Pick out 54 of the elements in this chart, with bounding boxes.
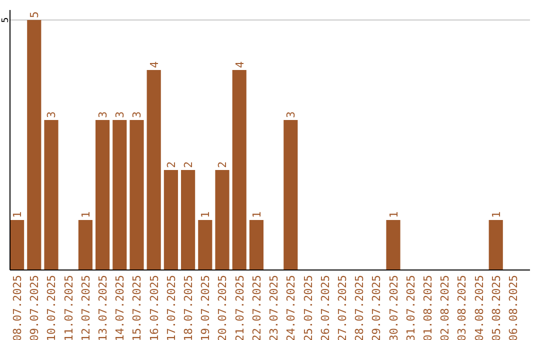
bar — [249, 220, 264, 270]
bar — [10, 220, 24, 270]
x-tick-label: 14.07.2025 — [114, 275, 127, 340]
data-label: 2 — [164, 161, 178, 168]
data-label: 2 — [216, 161, 230, 168]
x-tick-label: 21.07.2025 — [233, 275, 246, 340]
bar — [146, 70, 161, 270]
bar — [44, 120, 58, 270]
x-tick-label: 15.07.2025 — [130, 275, 144, 340]
x-tick-label: 16.07.2025 — [148, 275, 161, 340]
x-tick-label: 20.07.2025 — [216, 275, 230, 340]
data-label: 3 — [284, 111, 298, 118]
data-label: 1 — [79, 211, 92, 218]
data-label: 4 — [148, 61, 161, 68]
data-label: 4 — [233, 61, 246, 68]
x-tick-label: 29.07.2025 — [370, 275, 384, 340]
bar — [27, 20, 42, 270]
x-tick-label: 10.07.2025 — [45, 275, 58, 340]
x-tick-label: 23.07.2025 — [268, 275, 281, 340]
x-tick-label: 17.07.2025 — [164, 275, 178, 340]
bar — [232, 70, 246, 270]
x-tick-label: 11.07.2025 — [62, 275, 76, 340]
x-tick-label: 12.07.2025 — [79, 275, 92, 340]
x-tick-label: 28.07.2025 — [353, 275, 366, 340]
x-tick-label: 25.07.2025 — [302, 275, 315, 340]
data-label: 3 — [45, 111, 58, 118]
data-label: 1 — [199, 211, 212, 218]
x-tick-label: 19.07.2025 — [199, 275, 212, 340]
x-tick-label: 22.07.2025 — [250, 275, 264, 340]
bar — [181, 170, 196, 270]
bar — [215, 170, 230, 270]
bar — [164, 170, 178, 270]
data-label: 3 — [114, 111, 127, 118]
data-label: 5 — [28, 11, 42, 18]
data-label: 1 — [250, 211, 264, 218]
data-label: 1 — [11, 211, 24, 218]
x-tick-label: 27.07.2025 — [336, 275, 349, 340]
bar — [78, 220, 92, 270]
bar — [386, 220, 400, 270]
data-label: 1 — [387, 211, 400, 218]
data-label: 2 — [182, 161, 196, 168]
bar — [96, 120, 110, 270]
bar — [198, 220, 212, 270]
x-tick-label: 13.07.2025 — [96, 275, 110, 340]
x-tick-label: 18.07.2025 — [182, 275, 196, 340]
data-label: 3 — [96, 111, 110, 118]
x-tick-label: 24.07.2025 — [284, 275, 298, 340]
data-label: 1 — [490, 211, 503, 218]
x-tick-label: 26.07.2025 — [318, 275, 332, 340]
bar — [488, 220, 503, 270]
bar — [112, 120, 127, 270]
bar — [130, 120, 144, 270]
data-label: 3 — [130, 111, 144, 118]
bar — [284, 120, 298, 270]
